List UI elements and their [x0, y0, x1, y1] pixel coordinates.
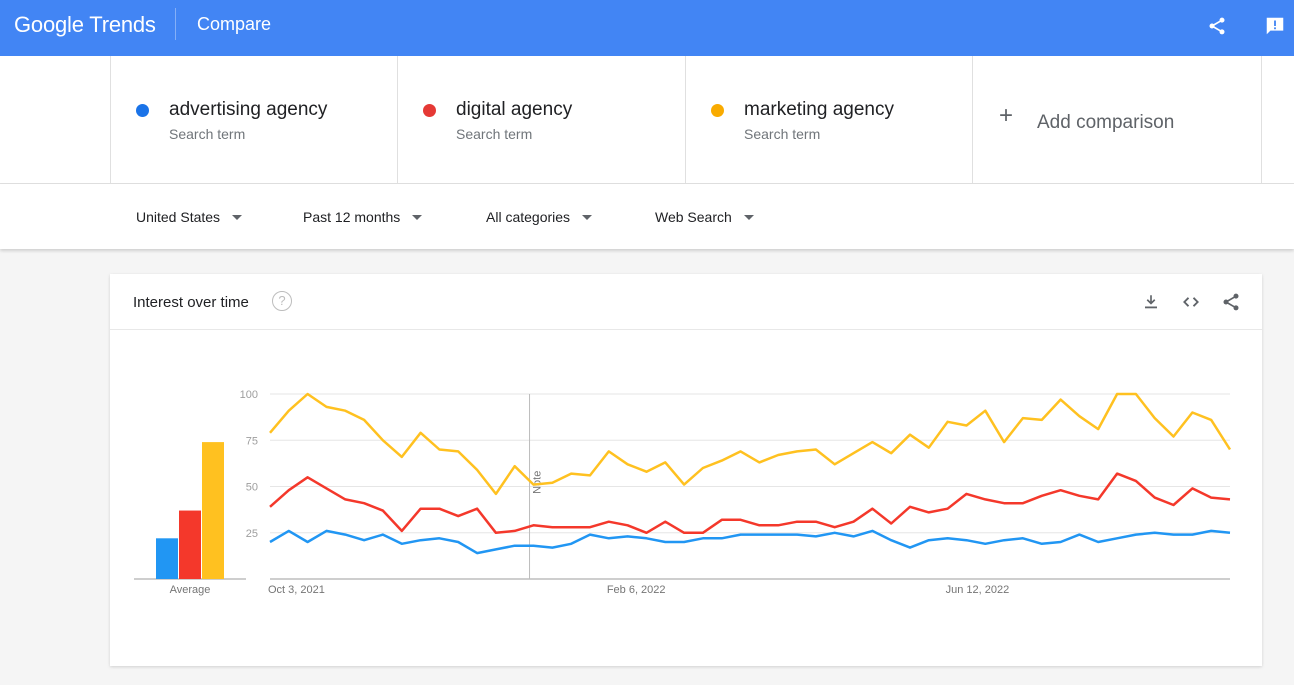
x-tick-label: Feb 6, 2022	[607, 584, 666, 596]
chevron-down-icon	[743, 214, 754, 220]
share-icon[interactable]	[1219, 290, 1243, 314]
time-range-dropdown[interactable]: Past 12 months	[303, 209, 423, 225]
download-icon[interactable]	[1139, 290, 1163, 314]
average-label: Average	[170, 584, 211, 596]
y-tick-label: 75	[246, 435, 258, 447]
y-tick-label: 25	[246, 528, 258, 540]
category-value: All categories	[486, 209, 571, 225]
top-bar: Google Trends Compare	[0, 0, 1294, 56]
y-tick-label: 100	[240, 389, 258, 401]
interest-over-time-card: Interest over time ? 25 50 75 100 Note Oct 3,…	[110, 274, 1262, 666]
chevron-down-icon	[412, 214, 423, 220]
embed-icon[interactable]	[1179, 290, 1203, 314]
region-value: United States	[136, 209, 221, 225]
term-color-dot	[711, 104, 724, 117]
term-digital-agency[interactable]: digital agency Search term	[397, 56, 685, 184]
y-tick-label: 50	[246, 482, 258, 494]
card-header: Interest over time ?	[110, 274, 1262, 330]
plus-icon: +	[999, 102, 1014, 129]
note-label: Note	[532, 471, 544, 494]
term-type: Search term	[169, 126, 246, 142]
region-dropdown[interactable]: United States	[136, 209, 243, 225]
chevron-down-icon	[582, 214, 593, 220]
term-marketing-agency[interactable]: marketing agency Search term	[685, 56, 973, 184]
share-icon[interactable]	[1205, 14, 1229, 38]
feedback-icon[interactable]	[1263, 14, 1287, 38]
category-dropdown[interactable]: All categories	[486, 209, 593, 225]
term-color-dot	[136, 104, 149, 117]
term-name: digital agency	[456, 99, 573, 120]
chevron-down-icon	[232, 214, 243, 220]
add-comparison-label: Add comparison	[1037, 112, 1175, 133]
term-advertising-agency[interactable]: advertising agency Search term	[110, 56, 398, 184]
filter-bar: United States Past 12 months All categor…	[0, 184, 1294, 249]
x-tick-label: Jun 12, 2022	[946, 584, 1010, 596]
x-tick-label: Oct 3, 2021	[268, 584, 325, 596]
term-name: marketing agency	[744, 99, 894, 120]
term-type: Search term	[744, 126, 821, 142]
logo-trends-text: Trends	[89, 12, 156, 37]
term-name: advertising agency	[169, 99, 328, 120]
term-color-dot	[423, 104, 436, 117]
compare-strip: advertising agency Search term digital a…	[0, 56, 1294, 184]
search-type-value: Web Search	[655, 209, 732, 225]
header-divider	[175, 8, 176, 40]
card-title: Interest over time	[133, 294, 249, 311]
average-bar-digital-agency	[179, 510, 201, 579]
series-line-advertising-agency	[269, 529, 1231, 555]
help-icon[interactable]: ?	[272, 291, 292, 311]
page-title: Compare	[197, 14, 272, 34]
average-bar-marketing-agency	[202, 442, 224, 579]
logo-google-text: Google	[14, 12, 84, 37]
interest-chart: 25 50 75 100 Note Oct 3, 2021 Feb 6, 2022 Jun 1…	[134, 389, 1232, 596]
term-type: Search term	[456, 126, 533, 142]
time-range-value: Past 12 months	[303, 209, 401, 225]
series-line-marketing-agency	[269, 392, 1232, 496]
search-type-dropdown[interactable]: Web Search	[655, 209, 754, 225]
series-line-digital-agency	[269, 472, 1231, 535]
add-comparison-button[interactable]: + Add comparison	[972, 56, 1262, 184]
average-bar-advertising-agency	[156, 538, 178, 579]
google-trends-logo[interactable]: Google Trends	[14, 12, 156, 38]
